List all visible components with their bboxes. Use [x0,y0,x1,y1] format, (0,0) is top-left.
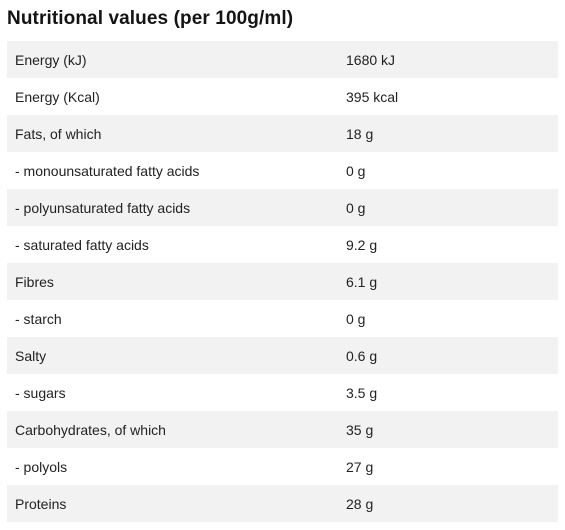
nutrient-value: 0 g [346,162,366,179]
table-row-energy-kcal: Energy (Kcal) 395 kcal [7,78,558,115]
table-row-fats: Fats, of which 18 g [7,115,558,152]
nutrient-value: 1680 kJ [346,51,396,68]
nutrient-name: - starch [15,310,62,327]
nutrient-value: 0.6 g [346,347,378,364]
nutrient-name: - saturated fatty acids [15,236,149,253]
page-title: Nutritional values (per 100g/ml) [7,8,294,29]
table-row-starch: - starch 0 g [7,300,558,337]
nutrient-value: 9.2 g [346,236,378,253]
table-row-polyunsaturated: - polyunsaturated fatty acids 0 g [7,189,558,226]
nutrient-name: Proteins [15,495,67,512]
nutrient-name: - polyunsaturated fatty acids [15,199,191,216]
table-row-fibres: Fibres 6.1 g [7,263,558,300]
nutrient-value: 395 kcal [346,88,399,105]
nutrient-value: 28 g [346,495,374,512]
table-row-salty: Salty 0.6 g [7,337,558,374]
nutrient-value: 0 g [346,199,366,216]
nutrient-value: 6.1 g [346,273,378,290]
nutrient-name: Fats, of which [15,125,102,142]
nutrient-name: Fibres [15,273,54,290]
table-row-proteins: Proteins 28 g [7,485,558,522]
table-row-energy-kj: Energy (kJ) 1680 kJ [7,41,558,78]
table-row-polyols: - polyols 27 g [7,448,558,485]
nutrient-value: 35 g [346,421,374,438]
nutrient-name: Energy (kJ) [15,51,87,68]
nutrition-table: Energy (kJ) 1680 kJ Energy (Kcal) 395 kc… [7,41,558,522]
nutrient-name: Salty [15,347,47,364]
nutrient-name: - sugars [15,384,66,401]
nutrient-name: Energy (Kcal) [15,88,100,105]
nutrient-value: 0 g [346,310,366,327]
nutrient-value: 18 g [346,125,374,142]
nutrient-name: - monounsaturated fatty acids [15,162,200,179]
nutrient-value: 27 g [346,458,374,475]
table-row-carbohydrates: Carbohydrates, of which 35 g [7,411,558,448]
nutrient-value: 3.5 g [346,384,378,401]
table-row-saturated: - saturated fatty acids 9.2 g [7,226,558,263]
nutrient-name: - polyols [15,458,68,475]
table-row-sugars: - sugars 3.5 g [7,374,558,411]
nutrient-name: Carbohydrates, of which [15,421,166,438]
table-row-monounsaturated: - monounsaturated fatty acids 0 g [7,152,558,189]
